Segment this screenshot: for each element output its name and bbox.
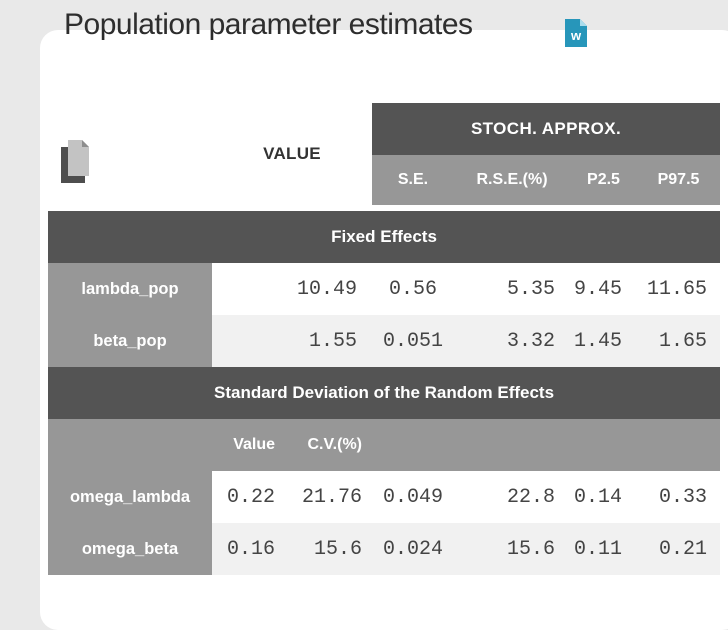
cell-se: 0.049: [372, 471, 454, 523]
section-header-random-effects: Standard Deviation of the Random Effects: [48, 367, 721, 419]
cell-p2-5: 0.14: [570, 471, 637, 523]
cell-p97-5: 1.65: [637, 315, 721, 367]
page-title: Population parameter estimates: [64, 8, 473, 41]
row-label: lambda_pop: [48, 263, 212, 315]
stoch-sub-header-row: S.E. R.S.E.(%) P2.5 P97.5: [372, 155, 720, 205]
cell-cv: 21.76: [290, 471, 372, 523]
cell-rse: 15.6: [454, 523, 570, 575]
stoch-approx-block: STOCH. APPROX. S.E. R.S.E.(%) P2.5 P97.5: [372, 103, 720, 205]
section-header-fixed-effects: Fixed Effects: [48, 211, 721, 263]
subheader-rse: R.S.E.(%): [476, 171, 548, 188]
copy-icon-fold: [82, 140, 89, 147]
row-label: omega_beta: [48, 523, 212, 575]
cell-p2-5: 1.45: [570, 315, 637, 367]
cell-p97-5: 0.21: [637, 523, 721, 575]
subheader-se: S.E.: [397, 171, 429, 188]
table-row-omega-beta: omega_beta 0.16 15.6 0.024 15.6 0.11 0.2…: [48, 523, 721, 575]
word-export-icon[interactable]: w: [565, 19, 587, 52]
cell-rse: 22.8: [454, 471, 570, 523]
cell-value: 1.55: [212, 315, 372, 367]
subheader-spacer: [454, 419, 570, 471]
cell-p2-5: 9.45: [570, 263, 637, 315]
word-icon-letter: w: [570, 28, 582, 43]
table-header-block: VALUE STOCH. APPROX. S.E. R.S.E.(%) P2.5…: [48, 103, 720, 205]
subheader-spacer: [570, 419, 637, 471]
section-header-row-random-effects: Standard Deviation of the Random Effects: [48, 367, 721, 419]
section-header-row-fixed-effects: Fixed Effects: [48, 211, 721, 263]
table-row-beta-pop: beta_pop 1.55 0.051 3.32 1.45 1.65: [48, 315, 721, 367]
subheader-spacer: [637, 419, 721, 471]
cell-value: 10.49: [212, 263, 372, 315]
table-row-omega-lambda: omega_lambda 0.22 21.76 0.049 22.8 0.14 …: [48, 471, 721, 523]
cell-se: 0.56: [372, 263, 454, 315]
subheader-spacer: [48, 419, 212, 471]
table-row-lambda-pop: lambda_pop 10.49 0.56 5.35 9.45 11.65: [48, 263, 721, 315]
cell-rse: 5.35: [454, 263, 570, 315]
cell-p97-5: 11.65: [637, 263, 721, 315]
subheader-spacer: [372, 419, 454, 471]
row-label: beta_pop: [48, 315, 212, 367]
cell-value: 0.22: [212, 471, 290, 523]
cell-p2-5: 0.11: [570, 523, 637, 575]
subheader-p97-5: P97.5: [657, 171, 700, 188]
copy-icon-front-page: [68, 140, 89, 176]
subheader-p2-5: P2.5: [587, 171, 620, 188]
subheader-value: Value: [212, 419, 290, 471]
cell-se: 0.051: [372, 315, 454, 367]
copy-icon-back-page: [61, 147, 85, 183]
cell-rse: 3.32: [454, 315, 570, 367]
random-effects-subheader-row: Value C.V.(%): [48, 419, 721, 471]
copy-table-icon[interactable]: [58, 137, 92, 192]
cell-se: 0.024: [372, 523, 454, 575]
row-label: omega_lambda: [48, 471, 212, 523]
value-column-header: VALUE: [263, 144, 321, 163]
cell-value: 0.16: [212, 523, 290, 575]
parameter-estimates-table: Fixed Effects lambda_pop 10.49 0.56 5.35…: [48, 211, 721, 575]
stoch-approx-header: STOCH. APPROX.: [372, 103, 720, 155]
cell-cv: 15.6: [290, 523, 372, 575]
cell-p97-5: 0.33: [637, 471, 721, 523]
subheader-cv: C.V.(%): [290, 419, 372, 471]
